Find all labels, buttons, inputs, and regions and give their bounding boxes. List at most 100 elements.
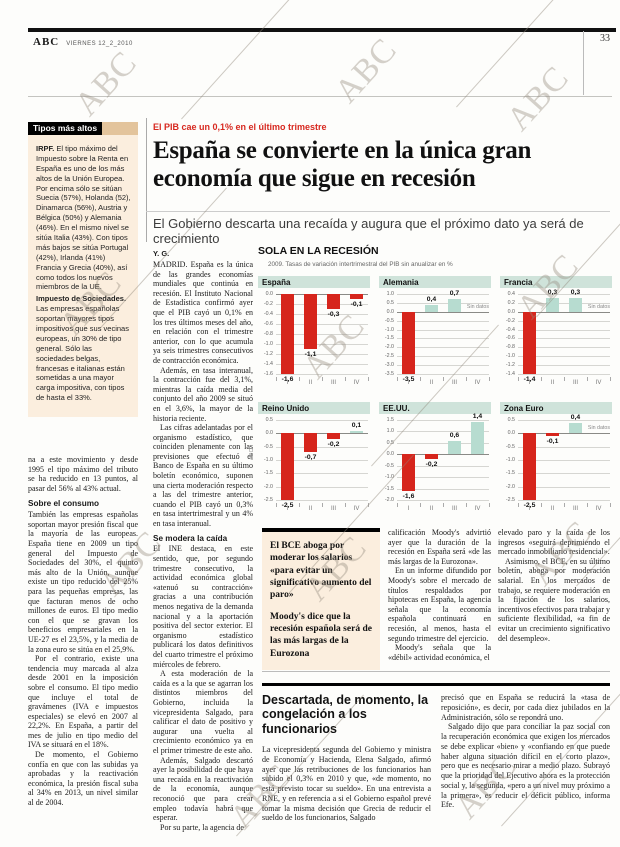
watermark-abc: ABC xyxy=(67,44,145,124)
gridline xyxy=(397,356,489,358)
x-tick-label: IV xyxy=(474,506,481,512)
sidebar-body: IRPF. El tipo máximo del Impuesto sobre … xyxy=(28,135,138,418)
x-tick-mark xyxy=(564,377,565,381)
bar-II xyxy=(425,304,438,312)
x-tick-label: I xyxy=(286,506,289,512)
y-tick-label: -0.4 xyxy=(263,311,273,317)
x-tick-mark xyxy=(610,377,611,381)
y-tick-label: -1.2 xyxy=(263,351,273,357)
x-tick-label: IV xyxy=(595,380,602,386)
gridline xyxy=(276,446,368,448)
gridline xyxy=(276,500,368,501)
top-rule xyxy=(28,28,616,32)
x-tick-mark xyxy=(345,503,346,507)
bar-value-label: -2,5 xyxy=(281,502,294,509)
y-tick-label: 0.0 xyxy=(265,430,273,437)
sidebar-header-band xyxy=(102,122,138,135)
paragraph: Por el contrario, existe una tendencia m… xyxy=(28,654,138,750)
y-tick-label: -1.0 xyxy=(384,326,394,333)
y-tick-label: -0.8 xyxy=(505,344,515,351)
x-tick-label: II xyxy=(308,380,313,386)
y-tick-label: 1.0 xyxy=(386,291,394,297)
column-subhead: Sobre el consumo xyxy=(28,499,99,509)
bar-value-label: -1,6 xyxy=(281,376,294,383)
paragraph: precisó que en España se reducirá la «ta… xyxy=(441,693,610,722)
x-tick-mark xyxy=(541,377,542,381)
gridline xyxy=(518,347,610,349)
bar-II xyxy=(546,433,559,436)
brand-logo: ABC xyxy=(33,36,60,48)
gridline xyxy=(276,354,368,355)
gridline xyxy=(518,420,610,421)
zero-axis-line xyxy=(518,433,610,435)
x-tick-mark xyxy=(518,377,519,381)
bottom-article: Descartada, de momento, la congelación a… xyxy=(262,683,610,823)
gridline xyxy=(397,294,489,295)
x-tick-mark xyxy=(587,503,588,507)
gridline xyxy=(276,314,368,315)
y-tick-label: -1.6 xyxy=(263,371,273,377)
gridline xyxy=(518,446,610,448)
x-tick-label: II xyxy=(550,380,555,386)
y-tick-label: -1.0 xyxy=(505,353,515,360)
y-tick-label: -2.5 xyxy=(263,497,273,503)
chart-x-axis: I II III IV xyxy=(379,376,491,390)
y-tick-label: -1.0 xyxy=(263,457,273,463)
header-rule xyxy=(28,96,612,97)
paragraph: IRPF. El tipo máximo del Impuesto sobre … xyxy=(36,144,131,292)
chart-block-subtitle: 2009. Tasas de variación intertrimestral… xyxy=(268,261,453,268)
edition-date: VIERNES 12_2_2010 xyxy=(66,41,133,47)
bar-value-label: -0,2 xyxy=(425,460,438,468)
bar-value-label: -0,1 xyxy=(546,438,559,445)
chart-source: ABC xyxy=(249,448,255,460)
y-tick-label: 0.2 xyxy=(507,299,515,306)
gridline xyxy=(397,465,489,467)
paragraph: En un informe difundido por Moody's sobr… xyxy=(388,566,491,643)
y-tick-label: 0.5 xyxy=(265,417,273,423)
x-tick-label: II xyxy=(308,506,313,512)
chart-title: Francia xyxy=(500,276,612,288)
charts-grid: España 0.0 -0.2 -0.4 -0.6 -0.8 -1.0 -1.2 -1.4 -1.… xyxy=(258,276,612,516)
no-data-label: Sin datos xyxy=(587,425,610,432)
gridline xyxy=(276,304,368,305)
chart-plot: 0.0 -0.2 -0.4 -0.6 -0.8 -1.0 -1.2 -1.4 -1.6 -1,6 -… xyxy=(258,291,370,383)
section-hairline xyxy=(262,671,610,672)
x-tick-label: III xyxy=(572,506,578,512)
sidebar-title: Tipos más altos xyxy=(28,122,103,135)
x-tick-mark xyxy=(276,503,277,507)
bar-I xyxy=(523,433,536,500)
paragraph: Las cifras adelantadas por el organismo … xyxy=(153,423,253,529)
x-tick-mark xyxy=(610,503,611,507)
watermark-line xyxy=(456,0,584,108)
gridline xyxy=(518,320,610,322)
chart-plot: 0.4 0.2 0.0 -0.2 -0.4 -0.6 -0.8 -1.0 -1.2 -1.4 -1,… xyxy=(500,289,612,383)
chart-francia: Francia 0.4 0.2 0.0 -0.2 -0.4 -0.6 -0.8 -1.0 -1.2… xyxy=(500,276,612,390)
x-tick-mark xyxy=(489,503,490,507)
x-tick-mark xyxy=(443,377,444,381)
x-tick-label: II xyxy=(429,506,434,512)
chart-plot: 0.5 0.0 -0.5 -1.0 -1.5 -2.0 -2.5 -2,5 -0,7 -0,2 0,… xyxy=(258,417,370,509)
y-tick-label: -2.5 xyxy=(384,353,394,360)
page-number-rule xyxy=(583,31,584,95)
y-tick-label: -1.5 xyxy=(263,470,273,477)
article-column-4: elevado paro y la caída de los ingresos … xyxy=(498,528,610,680)
x-tick-mark xyxy=(443,503,444,507)
y-tick-label: -0.2 xyxy=(505,317,515,324)
bar-II xyxy=(546,298,559,312)
y-tick-label: -0.8 xyxy=(263,331,273,337)
paragraph: MADRID. España es la única de las grande… xyxy=(153,260,253,365)
y-tick-label: -1.5 xyxy=(384,335,394,342)
bar-value-label: -1,6 xyxy=(402,492,415,500)
chart-title: España xyxy=(258,276,370,288)
y-tick-label: -1.4 xyxy=(505,371,515,377)
x-tick-mark xyxy=(420,503,421,507)
bar-IV xyxy=(350,294,363,299)
sidebar-tipos-mas-altos: Tipos más altos IRPF. El tipo máximo del… xyxy=(28,122,138,418)
gridline xyxy=(397,338,489,340)
bar-I xyxy=(402,454,415,491)
gridline xyxy=(276,486,368,488)
x-tick-label: I xyxy=(528,506,531,512)
x-tick-mark xyxy=(489,377,490,381)
y-tick-label: 1.5 xyxy=(386,417,394,423)
